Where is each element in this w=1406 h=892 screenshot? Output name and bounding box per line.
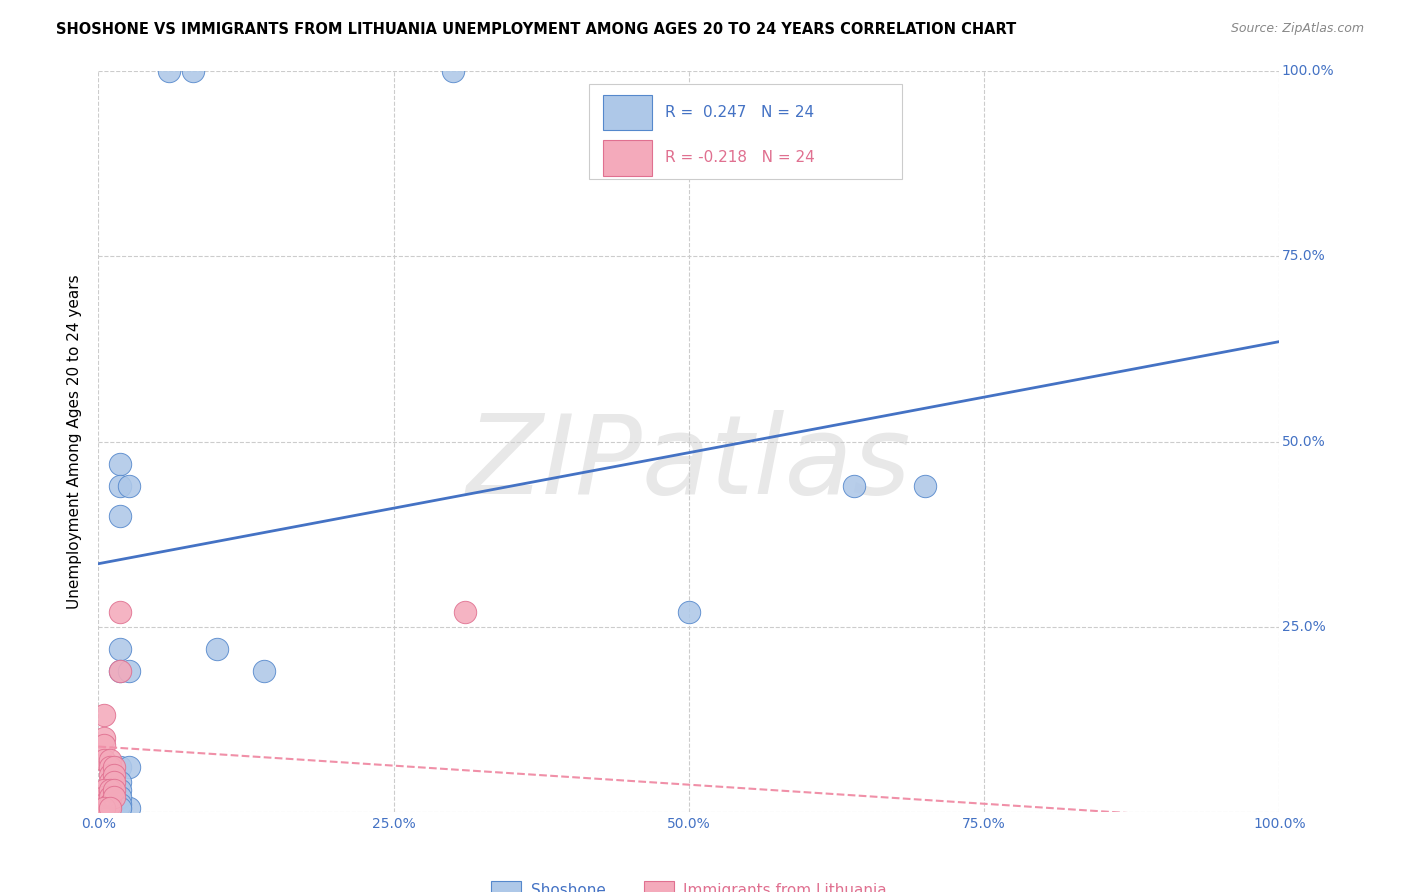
Text: R =  0.247   N = 24: R = 0.247 N = 24 <box>665 105 814 120</box>
Text: 100.0%: 100.0% <box>1282 64 1334 78</box>
Point <box>157 64 180 78</box>
Text: 50.0%: 50.0% <box>1282 434 1326 449</box>
Point <box>98 775 121 789</box>
Point <box>678 605 700 619</box>
Point <box>93 782 115 797</box>
FancyBboxPatch shape <box>589 84 901 178</box>
Point <box>844 479 866 493</box>
Text: 75.0%: 75.0% <box>1282 250 1326 263</box>
Point <box>98 782 121 797</box>
Point <box>108 605 131 619</box>
Point <box>914 479 936 493</box>
Legend: Shoshone, Immigrants from Lithuania: Shoshone, Immigrants from Lithuania <box>485 875 893 892</box>
Point <box>98 760 121 774</box>
Text: Source: ZipAtlas.com: Source: ZipAtlas.com <box>1230 22 1364 36</box>
Point <box>118 760 141 774</box>
Point <box>93 753 115 767</box>
Point <box>205 641 228 656</box>
Point <box>93 789 115 804</box>
Point <box>103 767 125 781</box>
Text: 25.0%: 25.0% <box>1282 620 1326 633</box>
Point <box>108 664 131 678</box>
Point <box>108 775 131 789</box>
Point <box>108 479 131 493</box>
Point <box>108 801 131 815</box>
FancyBboxPatch shape <box>603 140 652 176</box>
Point <box>181 64 204 78</box>
Point <box>108 789 131 804</box>
Point <box>118 479 141 493</box>
Point <box>93 801 115 815</box>
Point <box>98 753 121 767</box>
Point <box>108 760 131 774</box>
Point <box>108 508 131 523</box>
Point <box>253 664 276 678</box>
Point <box>453 605 475 619</box>
Y-axis label: Unemployment Among Ages 20 to 24 years: Unemployment Among Ages 20 to 24 years <box>67 274 83 609</box>
Point <box>93 731 115 745</box>
Point <box>93 708 115 723</box>
Point <box>103 775 125 789</box>
Point <box>103 782 125 797</box>
Point <box>103 760 125 774</box>
Point <box>93 797 115 812</box>
Text: ZIPatlas: ZIPatlas <box>467 410 911 517</box>
Point <box>98 797 121 812</box>
Point <box>118 801 141 815</box>
Point <box>98 767 121 781</box>
Point <box>108 801 131 815</box>
Point <box>108 457 131 471</box>
Point <box>98 801 121 815</box>
Text: SHOSHONE VS IMMIGRANTS FROM LITHUANIA UNEMPLOYMENT AMONG AGES 20 TO 24 YEARS COR: SHOSHONE VS IMMIGRANTS FROM LITHUANIA UN… <box>56 22 1017 37</box>
Point <box>103 789 125 804</box>
Point <box>93 738 115 752</box>
Point <box>108 641 131 656</box>
Point <box>108 797 131 812</box>
Text: R = -0.218   N = 24: R = -0.218 N = 24 <box>665 151 815 165</box>
FancyBboxPatch shape <box>603 95 652 130</box>
Point <box>441 64 464 78</box>
Point <box>108 664 131 678</box>
Point <box>98 789 121 804</box>
Point <box>108 782 131 797</box>
Point <box>118 664 141 678</box>
